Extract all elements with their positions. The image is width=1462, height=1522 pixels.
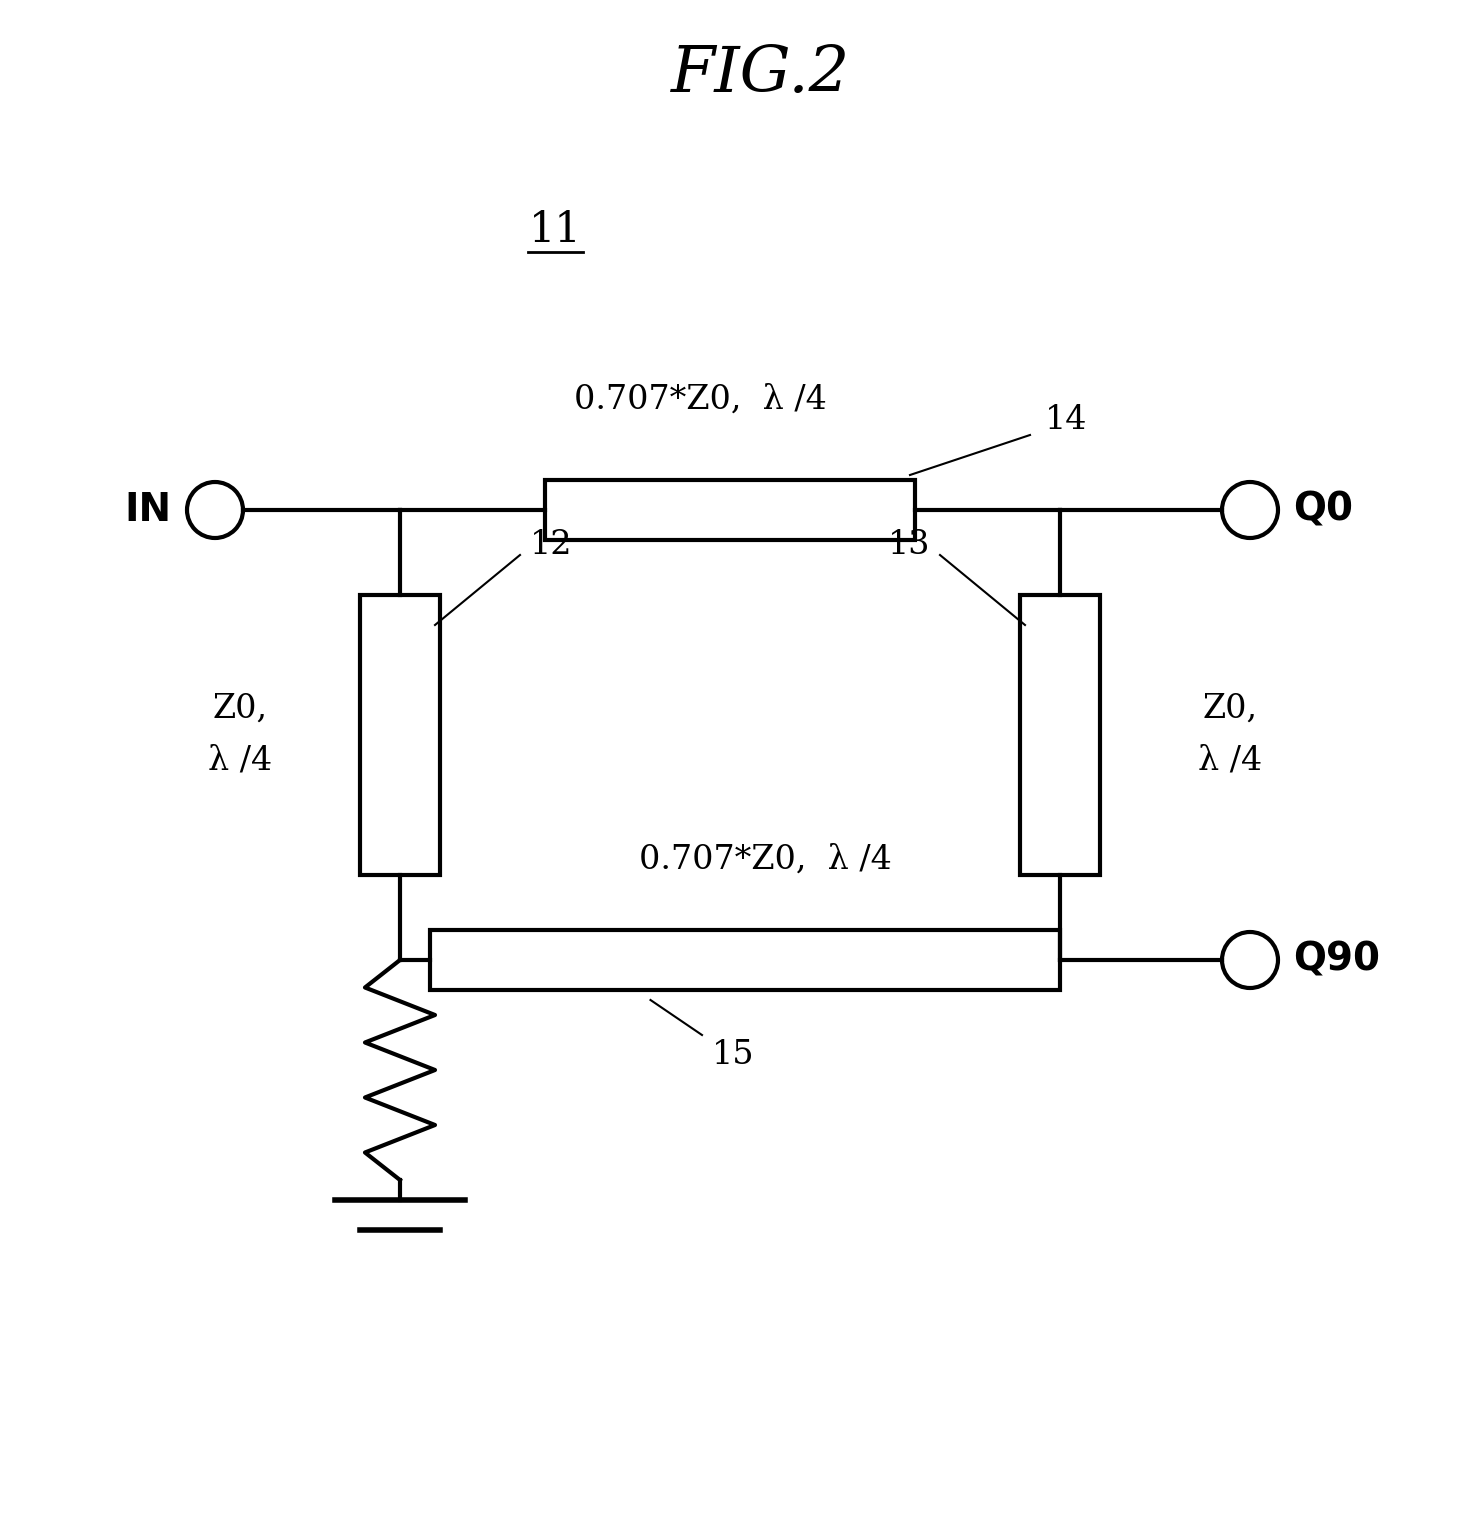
Bar bbox=[430, 930, 1060, 989]
Bar bbox=[360, 595, 440, 875]
Text: IN: IN bbox=[124, 492, 173, 530]
Text: 14: 14 bbox=[1045, 403, 1088, 435]
Text: Z0,
λ /4: Z0, λ /4 bbox=[1197, 693, 1262, 778]
Text: 0.707*Z0,  λ /4: 0.707*Z0, λ /4 bbox=[573, 384, 826, 416]
Text: 11: 11 bbox=[529, 209, 582, 251]
Text: 12: 12 bbox=[531, 530, 573, 562]
Text: 0.707*Z0,  λ /4: 0.707*Z0, λ /4 bbox=[639, 845, 892, 877]
Text: 13: 13 bbox=[887, 530, 930, 562]
Text: 15: 15 bbox=[712, 1040, 754, 1071]
Text: Q90: Q90 bbox=[1292, 941, 1380, 979]
Bar bbox=[1020, 595, 1099, 875]
Text: Q0: Q0 bbox=[1292, 492, 1352, 530]
Text: FIG.2: FIG.2 bbox=[671, 44, 849, 107]
Bar bbox=[545, 479, 915, 540]
Text: Z0,
λ /4: Z0, λ /4 bbox=[208, 693, 272, 778]
